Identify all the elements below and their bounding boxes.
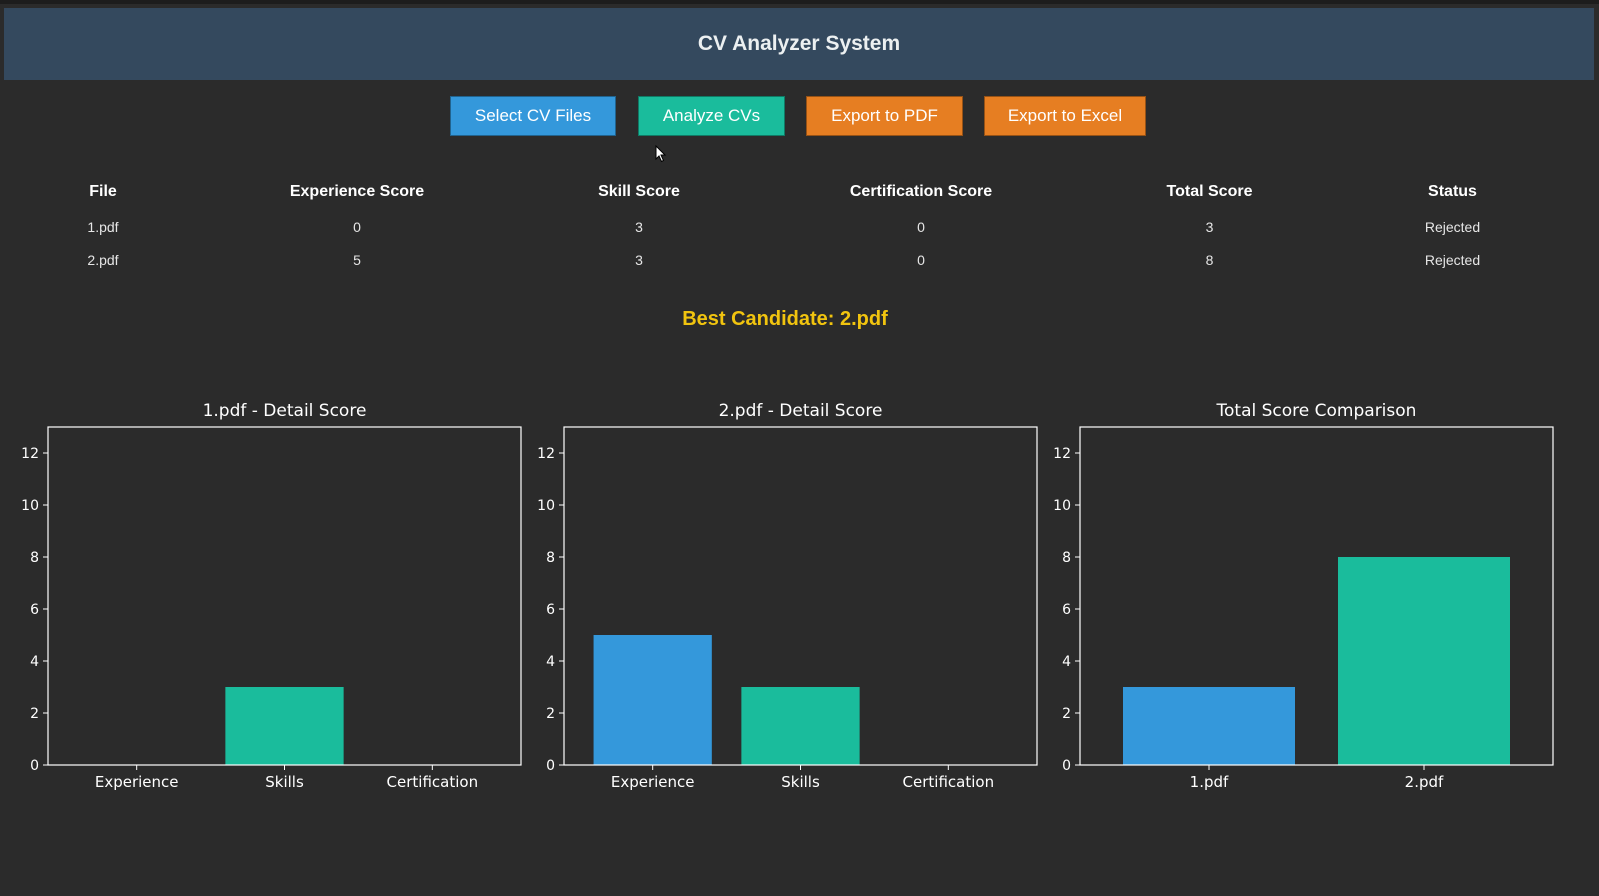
y-tick-label: 6 [30, 602, 39, 618]
y-tick-label: 2 [1062, 706, 1071, 722]
cell-certification-score: 0 [917, 251, 925, 268]
chart-bar [741, 687, 860, 765]
column-header-certification-score[interactable]: Certification Score [849, 183, 993, 200]
cell-status: Rejected [1424, 251, 1481, 268]
x-tick-label: Experience [95, 773, 179, 791]
cell-file: 2.pdf [87, 251, 119, 268]
chart-bar [1338, 557, 1510, 765]
cell-status: Rejected [1424, 218, 1481, 235]
select-cv-files-button[interactable]: Select CV Files [450, 96, 616, 136]
chart-title: 1.pdf - Detail Score [203, 401, 367, 421]
y-tick-label: 10 [1053, 498, 1071, 514]
cell-total-score: 3 [1205, 218, 1214, 235]
column-header-file[interactable]: File [89, 183, 117, 200]
y-tick-label: 6 [1062, 602, 1071, 618]
y-tick-label: 10 [537, 498, 555, 514]
export-excel-button[interactable]: Export to Excel [984, 96, 1146, 136]
x-tick-label: Certification [387, 773, 479, 791]
x-tick-label: Skills [781, 773, 820, 791]
mouse-cursor-icon [655, 145, 667, 163]
y-tick-label: 0 [30, 758, 39, 774]
y-tick-label: 4 [30, 654, 39, 670]
cell-skill-score: 3 [635, 218, 643, 235]
x-tick-label: Certification [903, 773, 995, 791]
table-header-row: File Experience Score Skill Score Certif… [0, 174, 1599, 210]
y-tick-label: 12 [537, 446, 555, 462]
x-tick-label: 1.pdf [1190, 773, 1229, 791]
y-tick-label: 8 [546, 550, 555, 566]
results-table: File Experience Score Skill Score Certif… [0, 174, 1599, 276]
y-tick-label: 0 [1062, 758, 1071, 774]
score-charts: 1.pdf - Detail Score Experience Skills Cert… [21, 401, 1554, 791]
x-tick-label: 2.pdf [1405, 773, 1444, 791]
column-header-skill-score[interactable]: Skill Score [598, 183, 680, 200]
chart-plot-frame [1079, 426, 1554, 766]
column-header-total-score[interactable]: Total Score [1166, 183, 1253, 200]
y-tick-label: 4 [1062, 654, 1071, 670]
cell-file: 1.pdf [87, 218, 119, 235]
app-title: CV Analyzer System [697, 32, 901, 55]
app-header: CV Analyzer System [4, 8, 1594, 80]
chart-bar [1123, 687, 1295, 765]
column-header-status[interactable]: Status [1428, 183, 1477, 200]
chart-bar [225, 687, 344, 765]
chart-title: 2.pdf - Detail Score [719, 401, 883, 421]
chart-plot-frame [47, 426, 522, 766]
x-tick-label: Skills [265, 773, 304, 791]
y-tick-label: 2 [546, 706, 555, 722]
cell-skill-score: 3 [635, 251, 643, 268]
y-tick-label: 6 [546, 602, 555, 618]
chart-title: Total Score Comparison [1216, 401, 1417, 421]
y-tick-label: 2 [30, 706, 39, 722]
cell-experience-score: 5 [353, 251, 361, 268]
table-row[interactable]: 2.pdf 5 3 0 8 Rejected [0, 243, 1599, 276]
export-pdf-button[interactable]: Export to PDF [806, 96, 963, 136]
cell-total-score: 8 [1205, 251, 1214, 268]
table-row[interactable]: 1.pdf 0 3 0 3 Rejected [0, 210, 1599, 243]
chart-bar [593, 635, 712, 765]
x-tick-label: Experience [611, 773, 695, 791]
analyze-cvs-button[interactable]: Analyze CVs [638, 96, 785, 136]
y-tick-label: 8 [30, 550, 39, 566]
y-tick-label: 8 [1062, 550, 1071, 566]
y-tick-label: 12 [21, 446, 39, 462]
y-tick-label: 0 [546, 758, 555, 774]
cell-experience-score: 0 [353, 218, 361, 235]
column-header-experience-score[interactable]: Experience Score [289, 183, 425, 200]
chart-plot-frame [563, 426, 1038, 766]
y-tick-label: 4 [546, 654, 555, 670]
y-tick-label: 10 [21, 498, 39, 514]
best-candidate-label: Best Candidate: 2.pdf [682, 308, 888, 330]
y-tick-label: 12 [1053, 446, 1071, 462]
cell-certification-score: 0 [917, 218, 925, 235]
